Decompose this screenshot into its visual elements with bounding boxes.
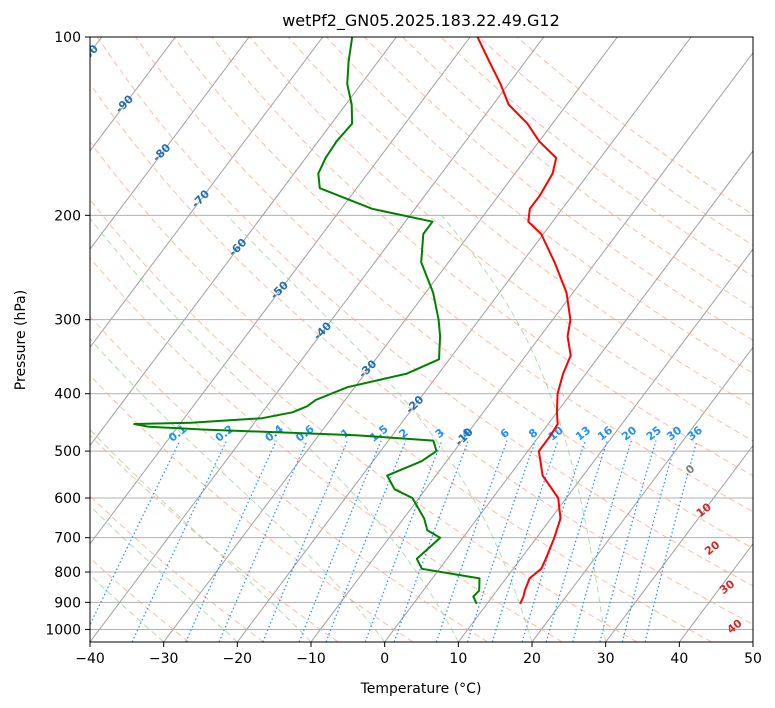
isotherm-line bbox=[90, 37, 176, 152]
mixing-ratio-line bbox=[572, 440, 632, 642]
mixing-ratio-line bbox=[521, 440, 586, 642]
y-tick-label: 800 bbox=[54, 565, 81, 581]
dry-adiabat-line bbox=[90, 374, 414, 642]
x-tick-label: 0 bbox=[380, 651, 389, 667]
dry-adiabat-line bbox=[96, 37, 753, 587]
isotherm-line bbox=[310, 51, 753, 642]
dry-adiabat-line bbox=[249, 37, 753, 442]
y-tick-label: 200 bbox=[54, 208, 81, 224]
x-tick-label: −20 bbox=[223, 651, 253, 667]
dry-adiabat-line bbox=[173, 37, 753, 513]
isotherm-line bbox=[384, 150, 753, 642]
isotherm-line bbox=[236, 37, 692, 642]
x-tick-label: 20 bbox=[523, 651, 541, 667]
isotherm-line bbox=[90, 37, 250, 250]
x-tick-label: −40 bbox=[75, 651, 105, 667]
isotherm-label: -100 bbox=[72, 42, 101, 71]
dewpoint-profile-line bbox=[133, 37, 481, 605]
y-tick-label: 600 bbox=[54, 491, 81, 507]
x-tick-label: 50 bbox=[744, 651, 762, 667]
isotherm-line bbox=[90, 37, 471, 545]
moist-adiabat-line bbox=[226, 214, 533, 642]
mixing-ratio-line bbox=[644, 440, 698, 642]
moist-adiabat-line bbox=[440, 214, 607, 642]
isotherm-line bbox=[90, 37, 545, 642]
dry-adiabat-line bbox=[90, 140, 712, 642]
mixing-ratio-line bbox=[185, 440, 277, 642]
y-tick-label: 700 bbox=[54, 531, 81, 547]
isotherm-line bbox=[90, 37, 324, 349]
dry-adiabat-line bbox=[90, 257, 563, 642]
dry-adiabat-line bbox=[90, 198, 638, 642]
moist-adiabat-line bbox=[90, 338, 386, 642]
isotherm-line bbox=[163, 37, 618, 642]
mixing-ratio-line bbox=[621, 440, 677, 642]
x-tick-label: 10 bbox=[449, 651, 467, 667]
y-tick-label: 300 bbox=[54, 313, 81, 329]
dry-adiabat-line bbox=[135, 37, 753, 550]
isotherm-line bbox=[90, 37, 397, 447]
x-tick-label: 30 bbox=[597, 651, 615, 667]
y-axis: 100 200 300 400 500 600 700 800 900 1000 bbox=[45, 30, 90, 638]
dry-adiabat-line bbox=[90, 83, 753, 625]
mixing-ratio-line bbox=[545, 440, 608, 642]
y-tick-label: 400 bbox=[54, 387, 81, 403]
x-tick-label: 40 bbox=[670, 651, 688, 667]
mixing-ratio-line bbox=[393, 440, 469, 642]
y-tick-label: 900 bbox=[54, 595, 81, 611]
moist-adiabat-line bbox=[90, 428, 312, 642]
isotherm-line bbox=[531, 346, 753, 642]
y-tick-label: 100 bbox=[54, 30, 81, 46]
y-tick-label: 1000 bbox=[45, 622, 81, 638]
x-axis: −40 −30 −20 −10 0 10 20 30 40 50 bbox=[75, 642, 762, 667]
mixing-ratio-line bbox=[435, 440, 508, 642]
mixing-ratio-line bbox=[262, 440, 349, 642]
mixing-ratio-line bbox=[599, 440, 657, 642]
dry-adiabat-line bbox=[402, 37, 753, 309]
y-axis-label: Pressure (hPa) bbox=[13, 290, 29, 390]
x-tick-label: −30 bbox=[149, 651, 179, 667]
moist-adiabat-line bbox=[90, 574, 165, 642]
chart-title: wetPf2_GN05.2025.183.22.49.G12 bbox=[282, 11, 560, 31]
y-tick-label: 500 bbox=[54, 444, 81, 460]
moist-adiabat-line bbox=[90, 217, 459, 642]
dry-adiabat-line bbox=[211, 37, 753, 477]
moist-adiabat-line bbox=[90, 505, 238, 642]
mixing-ratio-line bbox=[491, 440, 559, 642]
temperature-profile-line bbox=[476, 37, 572, 605]
isotherm-line bbox=[605, 444, 753, 642]
mixing-ratio-line bbox=[90, 440, 181, 627]
isotherm-line bbox=[457, 248, 753, 642]
dry-adiabat-line bbox=[364, 37, 753, 341]
x-tick-label: −10 bbox=[296, 651, 326, 667]
mixing-ratio-line bbox=[218, 440, 308, 642]
x-axis-label: Temperature (°C) bbox=[360, 681, 482, 697]
plot-frame bbox=[89, 36, 754, 643]
